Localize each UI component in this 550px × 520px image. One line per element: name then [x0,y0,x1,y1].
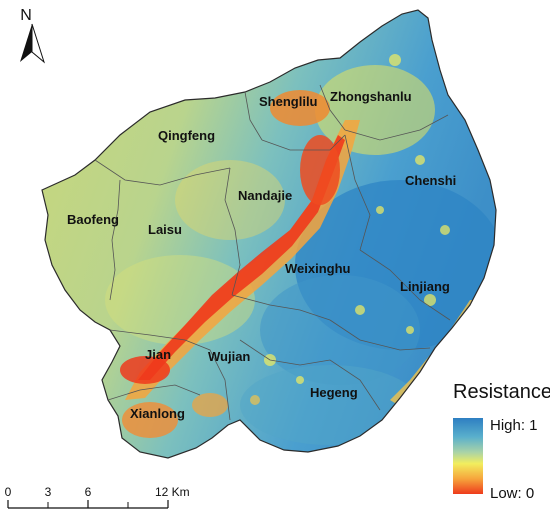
border-baofeng-laisu [109,179,121,301]
district-borders [94,84,451,421]
border-wujian-hegeng [239,339,381,411]
region-label-qingfeng: Qingfeng [158,128,215,143]
north-arrow-icon [20,24,32,62]
region-label-nandajie: Nandajie [238,188,292,203]
legend-title: Resistance [453,381,550,403]
border-laisu-nandajie [224,167,241,296]
region-label-shenglilu: Shenglilu [259,94,318,109]
legend-low-label: Low: 0 [490,485,534,502]
region-labels: Shenglilu Zhongshanlu Qingfeng Chenshi N… [67,89,456,421]
region-label-laisu: Laisu [148,222,182,237]
border-weixinghu-linjiang [359,249,451,321]
legend-high-label: High: 1 [490,417,538,434]
border-nandajie-weixinghu [261,134,346,151]
north-arrow: N [20,7,45,64]
scale-tick-3: 3 [45,485,52,499]
region-label-zhongshanlu: Zhongshanlu [330,89,412,104]
region-label-wujian: Wujian [208,349,250,364]
border-qingfeng-shenglilu [244,91,263,141]
legend-color-ramp [453,418,483,494]
scale-tick-0: 0 [5,485,12,499]
border-jian-xianlong [107,384,201,401]
region-label-linjiang: Linjiang [400,279,450,294]
legend: Resistance High: 1 Low: 0 [453,381,550,502]
border-zhongshanlu-chenshi [344,114,449,141]
region-label-weixinghu: Weixinghu [285,261,351,276]
border-weixinghu-chenshi [344,134,371,251]
border-qingfeng-laisu [94,159,231,186]
study-area [41,9,497,459]
scale-bar: 0 3 6 12 Km [5,485,190,509]
region-label-hegeng: Hegeng [310,385,358,400]
border-shenglilu-zhongshanlu [319,84,346,131]
north-letter: N [20,7,32,24]
region-label-xianlong: Xianlong [130,406,185,421]
scale-tick-6: 6 [85,485,92,499]
region-label-jian: Jian [145,347,171,362]
region-label-baofeng: Baofeng [67,212,119,227]
scale-tick-12: 12 Km [155,485,190,499]
border-jian-wujian [109,329,231,421]
border-weixinghu-wujian [231,294,331,321]
region-label-chenshi: Chenshi [405,173,456,188]
border-linjiang-hegeng [329,319,431,351]
